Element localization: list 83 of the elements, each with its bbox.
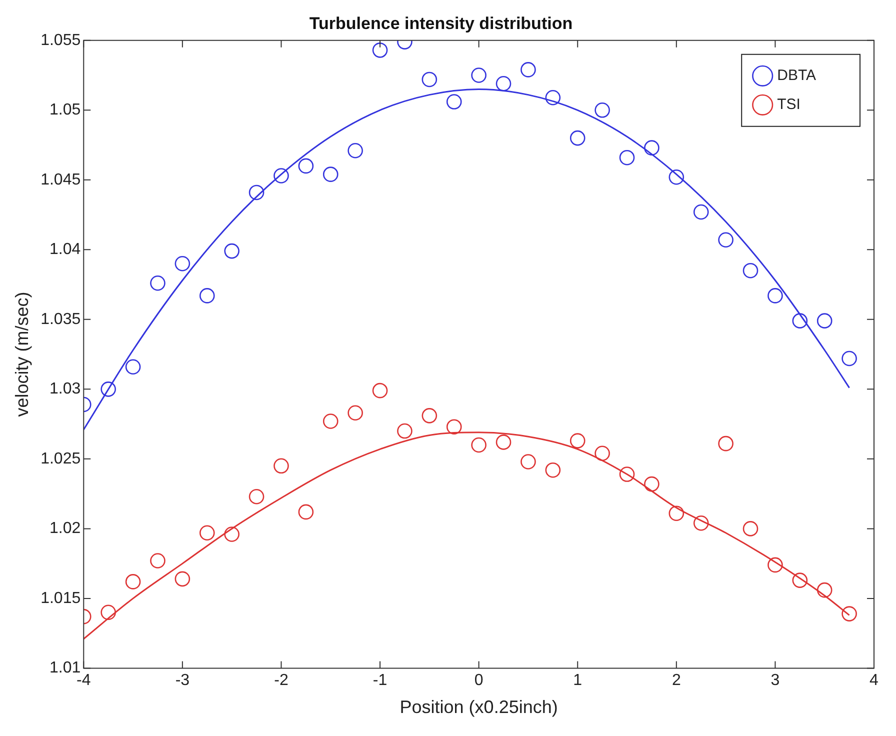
point xyxy=(150,276,166,291)
point xyxy=(174,256,190,272)
point xyxy=(594,446,610,462)
point xyxy=(199,525,215,541)
point xyxy=(125,574,141,590)
point xyxy=(668,506,684,521)
point xyxy=(100,382,116,397)
point xyxy=(520,62,536,78)
point xyxy=(792,572,808,588)
point xyxy=(594,102,610,118)
point xyxy=(125,359,141,375)
point xyxy=(792,313,808,328)
y-tick-label: 1.04 xyxy=(50,241,81,258)
point xyxy=(298,158,314,174)
x-tick-label: -2 xyxy=(274,672,288,690)
y-tick-label: 1.055 xyxy=(40,32,81,49)
point xyxy=(693,204,709,220)
point xyxy=(348,405,363,421)
y-tick-label: 1.015 xyxy=(40,590,81,607)
point xyxy=(570,130,586,146)
x-tick-label: 1 xyxy=(573,672,582,690)
point xyxy=(348,142,363,158)
y-axis-title: velocity (m/sec) xyxy=(12,292,32,417)
legend-label: TSI xyxy=(777,96,800,114)
y-tick-label: 1.025 xyxy=(40,450,81,468)
point xyxy=(520,454,536,470)
y-tick-label: 1.045 xyxy=(40,171,81,188)
point xyxy=(224,243,240,259)
point xyxy=(842,350,857,366)
x-tick-label: 2 xyxy=(672,672,681,690)
point xyxy=(570,433,586,448)
y-tick-label: 1.05 xyxy=(50,102,81,119)
point xyxy=(644,476,660,492)
point xyxy=(668,169,684,185)
x-tick-label: -3 xyxy=(175,672,190,690)
point xyxy=(274,458,289,474)
point xyxy=(545,90,561,106)
point xyxy=(446,419,462,434)
point xyxy=(199,288,215,304)
point xyxy=(619,150,635,166)
point xyxy=(224,526,240,542)
y-tick-label: 1.02 xyxy=(50,520,81,538)
point xyxy=(274,168,289,184)
point xyxy=(644,140,660,156)
point xyxy=(693,515,709,531)
point xyxy=(397,423,412,439)
point xyxy=(298,504,314,520)
point xyxy=(150,553,166,568)
x-tick-label: -1 xyxy=(372,672,388,690)
point xyxy=(718,436,734,452)
point xyxy=(322,414,338,429)
x-tick-label: 3 xyxy=(770,672,780,690)
point xyxy=(422,408,438,424)
point xyxy=(174,571,190,587)
x-tick-label: 4 xyxy=(870,672,879,690)
y-tick-label: 1.03 xyxy=(50,380,81,398)
point xyxy=(471,68,486,83)
point xyxy=(619,466,635,482)
point xyxy=(372,382,388,398)
point xyxy=(248,488,264,504)
point xyxy=(768,557,783,573)
point xyxy=(842,606,857,622)
point xyxy=(545,462,561,478)
point xyxy=(816,582,832,598)
point xyxy=(496,76,512,92)
point xyxy=(372,42,388,58)
point xyxy=(768,288,783,304)
point xyxy=(471,437,486,453)
point xyxy=(322,166,338,182)
point xyxy=(496,434,512,450)
x-axis-title: Position (x0.25inch) xyxy=(400,697,558,718)
legend-label: DBTA xyxy=(777,67,816,84)
y-tick-label: 1.035 xyxy=(40,310,81,328)
point xyxy=(718,232,734,248)
point xyxy=(816,313,832,328)
point xyxy=(248,184,264,200)
chart-title: Turbulence intensity distribution xyxy=(309,14,573,33)
point xyxy=(742,521,758,536)
point xyxy=(100,604,116,620)
point xyxy=(742,262,758,278)
point xyxy=(422,72,438,88)
point xyxy=(446,94,462,110)
x-tick-label: 0 xyxy=(474,672,484,690)
